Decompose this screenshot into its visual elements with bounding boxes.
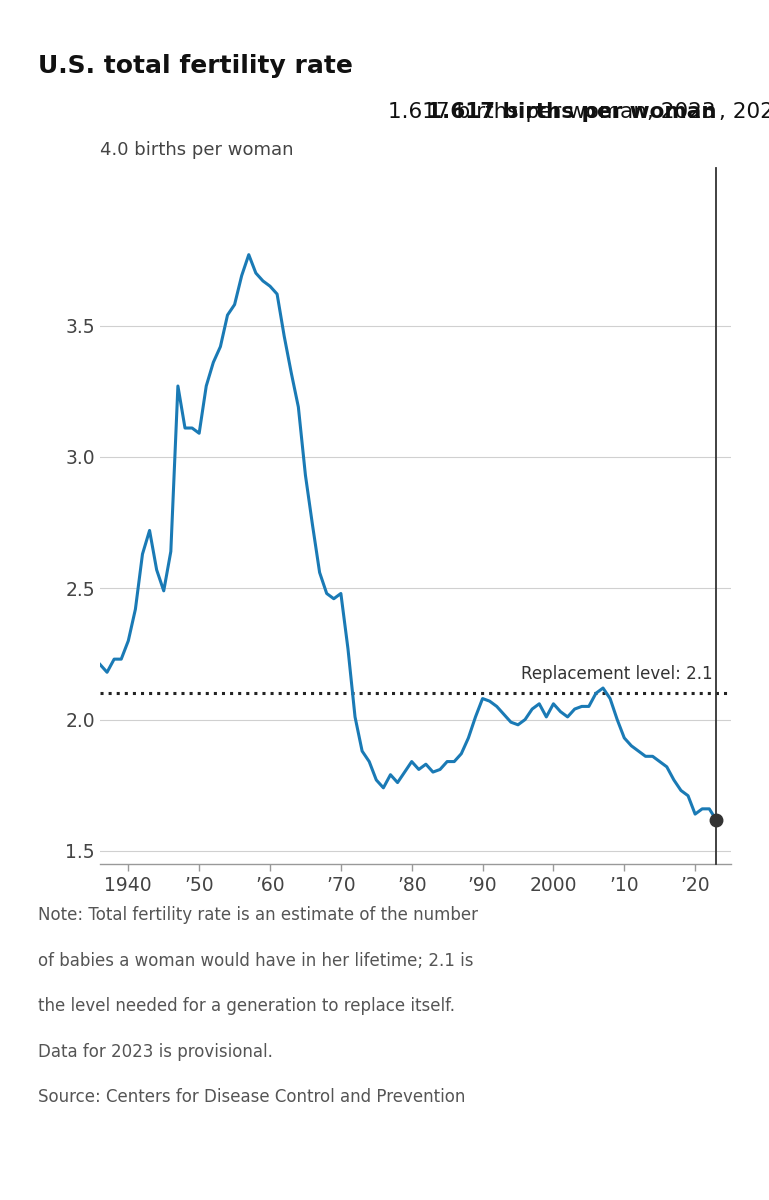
Text: 1.617 births per woman: 1.617 births per woman [428, 102, 717, 122]
Text: Source: Centers for Disease Control and Prevention: Source: Centers for Disease Control and … [38, 1088, 466, 1106]
Text: Note: Total fertility rate is an estimate of the number: Note: Total fertility rate is an estimat… [38, 906, 478, 924]
Text: the level needed for a generation to replace itself.: the level needed for a generation to rep… [38, 997, 455, 1015]
Text: U.S. total fertility rate: U.S. total fertility rate [38, 54, 353, 78]
Text: 1.617 births per woman, 2023: 1.617 births per woman, 2023 [388, 102, 715, 122]
Text: , 2023: , 2023 [719, 102, 769, 122]
Text: Data for 2023 is provisional.: Data for 2023 is provisional. [38, 1043, 273, 1061]
Text: Replacement level: 2.1: Replacement level: 2.1 [521, 665, 713, 683]
Text: of babies a woman would have in her lifetime; 2.1 is: of babies a woman would have in her life… [38, 952, 474, 970]
Text: 4.0 births per woman: 4.0 births per woman [100, 140, 294, 158]
